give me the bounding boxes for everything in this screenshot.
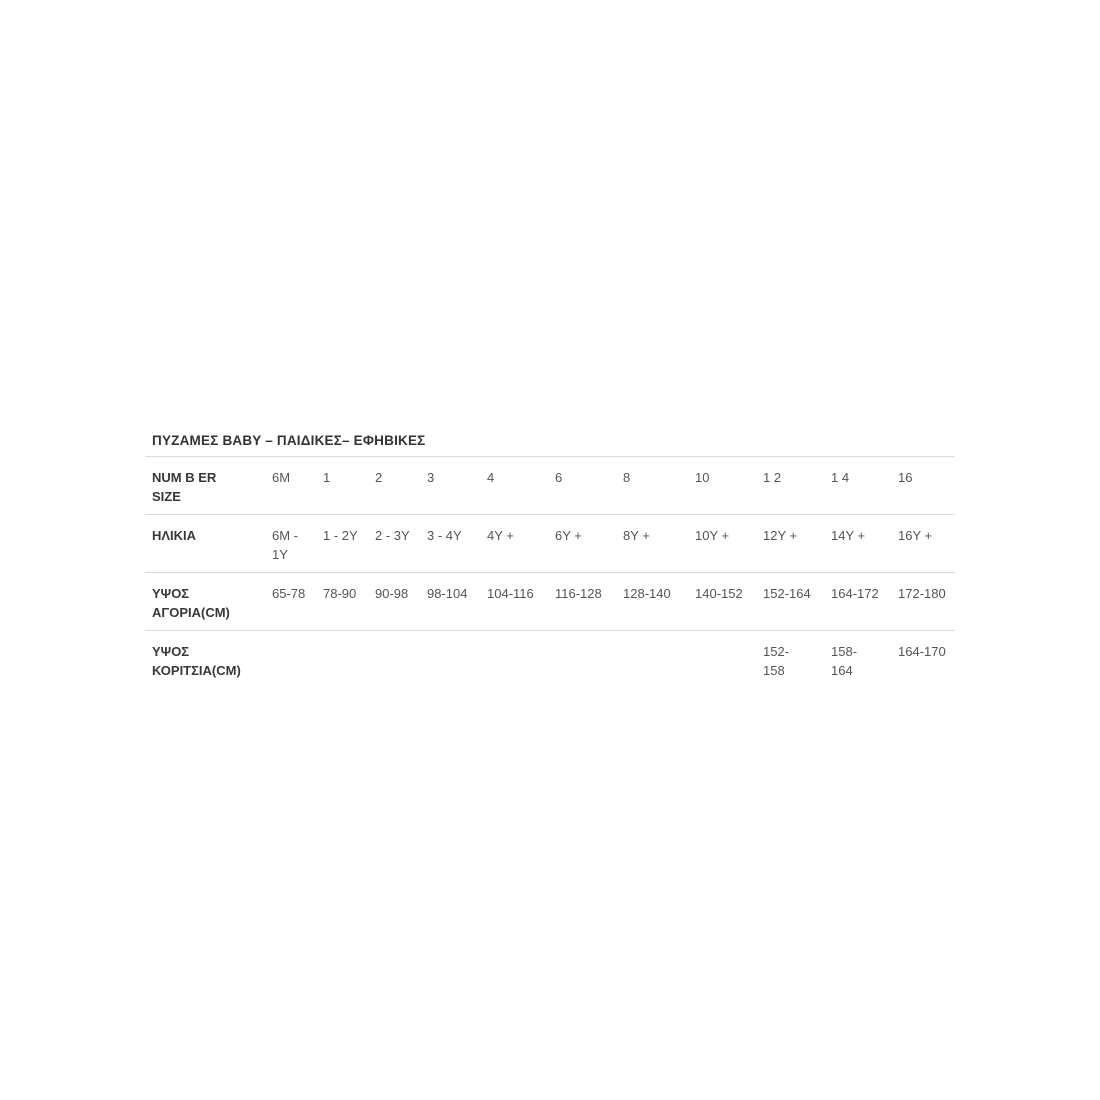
number-size-cell: 1 — [323, 470, 331, 485]
height-boys-cell: 172-180 — [898, 586, 946, 601]
height-boys-cell: 152-164 — [763, 586, 811, 601]
age-cell: 8Y + — [623, 528, 650, 543]
height-girls-cell — [548, 631, 616, 689]
age-cell: 2 - 3Y — [375, 528, 410, 543]
row-height-boys: ΥΨΟΣ ΑΓΟΡΙΑ(CM) 65-78 78-90 90-98 98-104… — [145, 572, 955, 631]
height-boys-cell: 104-116 — [487, 586, 534, 601]
height-girls-cell — [265, 631, 316, 689]
height-boys-cell: 78-90 — [323, 586, 357, 601]
age-cell: 14Y + — [831, 528, 866, 543]
age-cell: 4Y + — [487, 528, 514, 543]
size-chart-title: ΠΥΖΑΜΕΣ BABY – ΠΑΙΔΙΚΕΣ– ΕΦΗΒΙΚΕΣ — [152, 433, 426, 448]
number-size-cell: 10 — [695, 470, 710, 485]
height-girls-cell: 158- 164 — [831, 644, 858, 678]
age-cell: 12Y + — [763, 528, 798, 543]
row-label-age: ΗΛΙΚΙΑ — [152, 528, 197, 543]
size-chart-section: ΠΥΖΑΜΕΣ BABY – ΠΑΙΔΙΚΕΣ– ΕΦΗΒΙΚΕΣ NUM B … — [145, 433, 955, 688]
row-number-size: NUM B ER SIZE 6M 1 2 3 4 6 8 10 1 2 1 4 … — [145, 456, 955, 515]
number-size-cell: 4 — [487, 470, 495, 485]
height-girls-cell: 164-170 — [898, 644, 946, 659]
height-girls-cell: 152- 158 — [763, 644, 790, 678]
number-size-cell: 8 — [623, 470, 631, 485]
age-cell: 16Y + — [898, 528, 933, 543]
number-size-cell: 6 — [555, 470, 563, 485]
row-label-number-size: NUM B ER SIZE — [152, 470, 217, 504]
row-age: ΗΛΙΚΙΑ 6M - 1Y 1 - 2Y 2 - 3Y 3 - 4Y 4Y +… — [145, 514, 955, 573]
height-girls-cell — [616, 631, 688, 689]
height-boys-cell: 90-98 — [375, 586, 409, 601]
height-boys-cell: 65-78 — [272, 586, 306, 601]
height-girls-cell — [420, 631, 480, 689]
height-boys-cell: 164-172 — [831, 586, 879, 601]
number-size-cell: 3 — [427, 470, 435, 485]
row-label-height-girls: ΥΨΟΣ ΚΟΡΙΤΣΙΑ(CM) — [152, 644, 241, 678]
number-size-cell: 6M — [272, 470, 291, 485]
height-girls-cell — [688, 631, 756, 689]
height-girls-cell — [368, 631, 420, 689]
number-size-cell: 1 2 — [763, 470, 782, 485]
row-height-girls: ΥΨΟΣ ΚΟΡΙΤΣΙΑ(CM) 152- 158 158- 164 164-… — [145, 630, 955, 689]
height-boys-cell: 116-128 — [555, 586, 602, 601]
size-chart-table: NUM B ER SIZE 6M 1 2 3 4 6 8 10 1 2 1 4 … — [145, 456, 955, 688]
age-cell: 10Y + — [695, 528, 730, 543]
height-boys-cell: 140-152 — [695, 586, 743, 601]
number-size-cell: 16 — [898, 470, 913, 485]
number-size-cell: 1 4 — [831, 470, 850, 485]
age-cell: 1 - 2Y — [323, 528, 358, 543]
age-cell: 6Y + — [555, 528, 582, 543]
height-girls-cell — [480, 631, 548, 689]
number-size-cell: 2 — [375, 470, 383, 485]
age-cell: 3 - 4Y — [427, 528, 462, 543]
height-boys-cell: 128-140 — [623, 586, 671, 601]
height-girls-cell — [316, 631, 368, 689]
age-cell: 6M - 1Y — [272, 528, 298, 562]
height-boys-cell: 98-104 — [427, 586, 468, 601]
row-label-height-boys: ΥΨΟΣ ΑΓΟΡΙΑ(CM) — [152, 586, 230, 620]
